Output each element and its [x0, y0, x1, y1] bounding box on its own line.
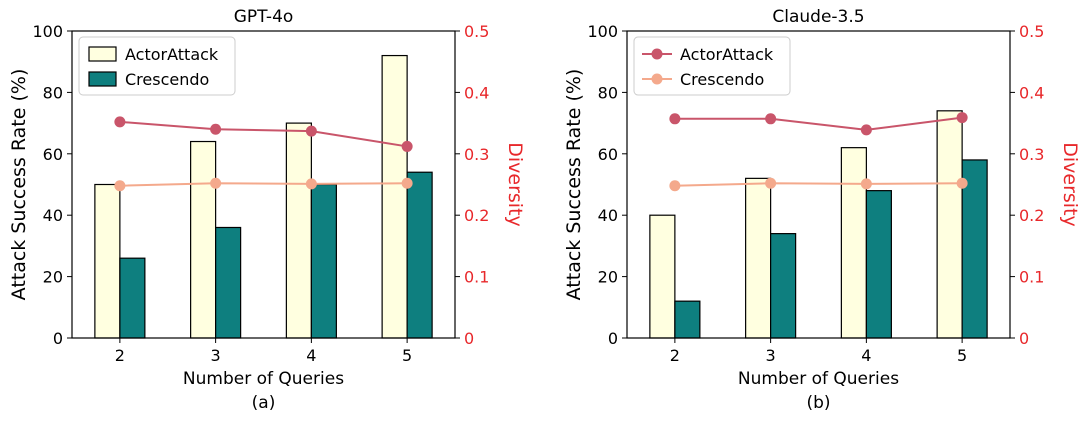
x-tick-label: 4 [861, 346, 871, 365]
line-actorattack [119, 120, 408, 148]
point-actorattack-4 [305, 125, 317, 137]
chart-title: Claude-3.5 [772, 7, 864, 27]
x-tick-label: 5 [402, 346, 412, 365]
line-crescendo [119, 182, 408, 187]
y2-axis-label: Diversity [504, 142, 526, 227]
y-tick-label: 80 [43, 83, 63, 102]
point-crescendo-5 [956, 177, 968, 189]
bar-crescendo-4 [310, 183, 337, 339]
point-actorattack-2 [114, 116, 126, 128]
y-tick-label: 100 [32, 22, 63, 41]
bar-crescendo-4 [865, 190, 892, 339]
chart-panel-1: 0 20 40 60 80 100 0 0.1 0.2 0.3 0.4 0.5 2 3 4 5 GPT-4o Nu… [8, 7, 526, 413]
bar-actorattack-4 [285, 122, 312, 339]
plot-frame [71, 30, 456, 339]
y-axis-label: Attack Success Rate (%) [8, 69, 30, 301]
y-tick-label: 40 [43, 206, 63, 225]
plot-frame [626, 30, 1011, 339]
legend-box [633, 36, 791, 96]
bar-actorattack-2 [649, 214, 676, 339]
point-actorattack-5 [956, 112, 968, 124]
point-actorattack-4 [860, 124, 872, 136]
legend-label-actorattack: ActorAttack [680, 45, 774, 64]
y2-tick-label: 0.3 [464, 145, 489, 164]
y-tick-label: 20 [598, 268, 618, 287]
point-crescendo-5 [401, 177, 413, 189]
line-actorattack [674, 116, 963, 131]
point-crescendo-3 [210, 177, 222, 189]
chart-title: GPT-4o [234, 7, 294, 27]
point-actorattack-5 [401, 140, 413, 152]
bar-crescendo-3 [770, 233, 797, 339]
bar-actorattack-2 [94, 183, 121, 339]
y2-tick-label: 0.4 [464, 83, 489, 102]
bar-actorattack-3 [745, 177, 772, 339]
point-crescendo-3 [765, 177, 777, 189]
y2-tick-label: 0.4 [1019, 83, 1044, 102]
bar-crescendo-2 [674, 300, 701, 339]
y-tick-label: 60 [43, 145, 63, 164]
point-crescendo-2 [669, 180, 681, 192]
y-tick-label: 80 [598, 83, 618, 102]
point-crescendo-4 [305, 178, 317, 190]
y2-tick-label: 0.1 [1019, 268, 1044, 287]
y-tick-label: 20 [43, 268, 63, 287]
y-tick-label: 60 [598, 145, 618, 164]
legend-swatch-actorattack [88, 46, 117, 62]
bar-actorattack-5 [936, 110, 963, 339]
x-tick-label: 3 [211, 346, 221, 365]
y2-tick-label: 0 [464, 329, 474, 348]
y-tick-label: 0 [53, 329, 63, 348]
y-tick-label: 100 [587, 22, 618, 41]
y2-tick-label: 0.2 [1019, 206, 1044, 225]
point-actorattack-3 [210, 123, 222, 135]
point-actorattack-3 [765, 113, 777, 125]
y2-axis-label: Diversity [1059, 142, 1080, 227]
legend-box [78, 36, 236, 96]
x-tick-label: 5 [957, 346, 967, 365]
x-tick-label: 4 [306, 346, 316, 365]
y-tick-label: 0 [608, 329, 618, 348]
y2-tick-label: 0.1 [464, 268, 489, 287]
y2-tick-label: 0.2 [464, 206, 489, 225]
legend-marker-actorattack [651, 48, 663, 60]
line-crescendo [674, 182, 963, 187]
chart-panel-2: 0 20 40 60 80 100 0 0.1 0.2 0.3 0.4 0.5 2 3 4 5 Claude-3… [563, 7, 1080, 413]
y2-tick-label: 0.3 [1019, 145, 1044, 164]
bar-actorattack-5 [381, 54, 408, 339]
x-tick-label: 2 [115, 346, 125, 365]
point-actorattack-2 [669, 113, 681, 125]
legend-label-crescendo: Crescendo [680, 70, 764, 89]
x-axis-label: Number of Queries [738, 369, 899, 389]
bar-crescendo-5 [406, 171, 433, 339]
x-tick-label: 3 [766, 346, 776, 365]
y-tick-label: 40 [598, 206, 618, 225]
x-axis-label: Number of Queries [183, 369, 344, 389]
y2-tick-label: 0.5 [464, 22, 489, 41]
legend-marker-crescendo [651, 73, 663, 85]
panel-caption: (a) [252, 393, 276, 413]
y2-tick-label: 0.5 [1019, 22, 1044, 41]
panel-caption: (b) [806, 393, 830, 413]
bar-crescendo-3 [215, 226, 242, 339]
bar-crescendo-2 [119, 257, 146, 339]
point-crescendo-4 [860, 178, 872, 190]
point-crescendo-2 [114, 180, 126, 192]
x-tick-label: 2 [670, 346, 680, 365]
bar-actorattack-3 [190, 140, 217, 339]
legend-label-actorattack: ActorAttack [125, 45, 219, 64]
bar-actorattack-4 [840, 147, 867, 339]
legend-swatch-crescendo [88, 71, 117, 87]
y-axis-label: Attack Success Rate (%) [563, 69, 585, 301]
legend-label-crescendo: Crescendo [125, 70, 209, 89]
y2-tick-label: 0 [1019, 329, 1029, 348]
